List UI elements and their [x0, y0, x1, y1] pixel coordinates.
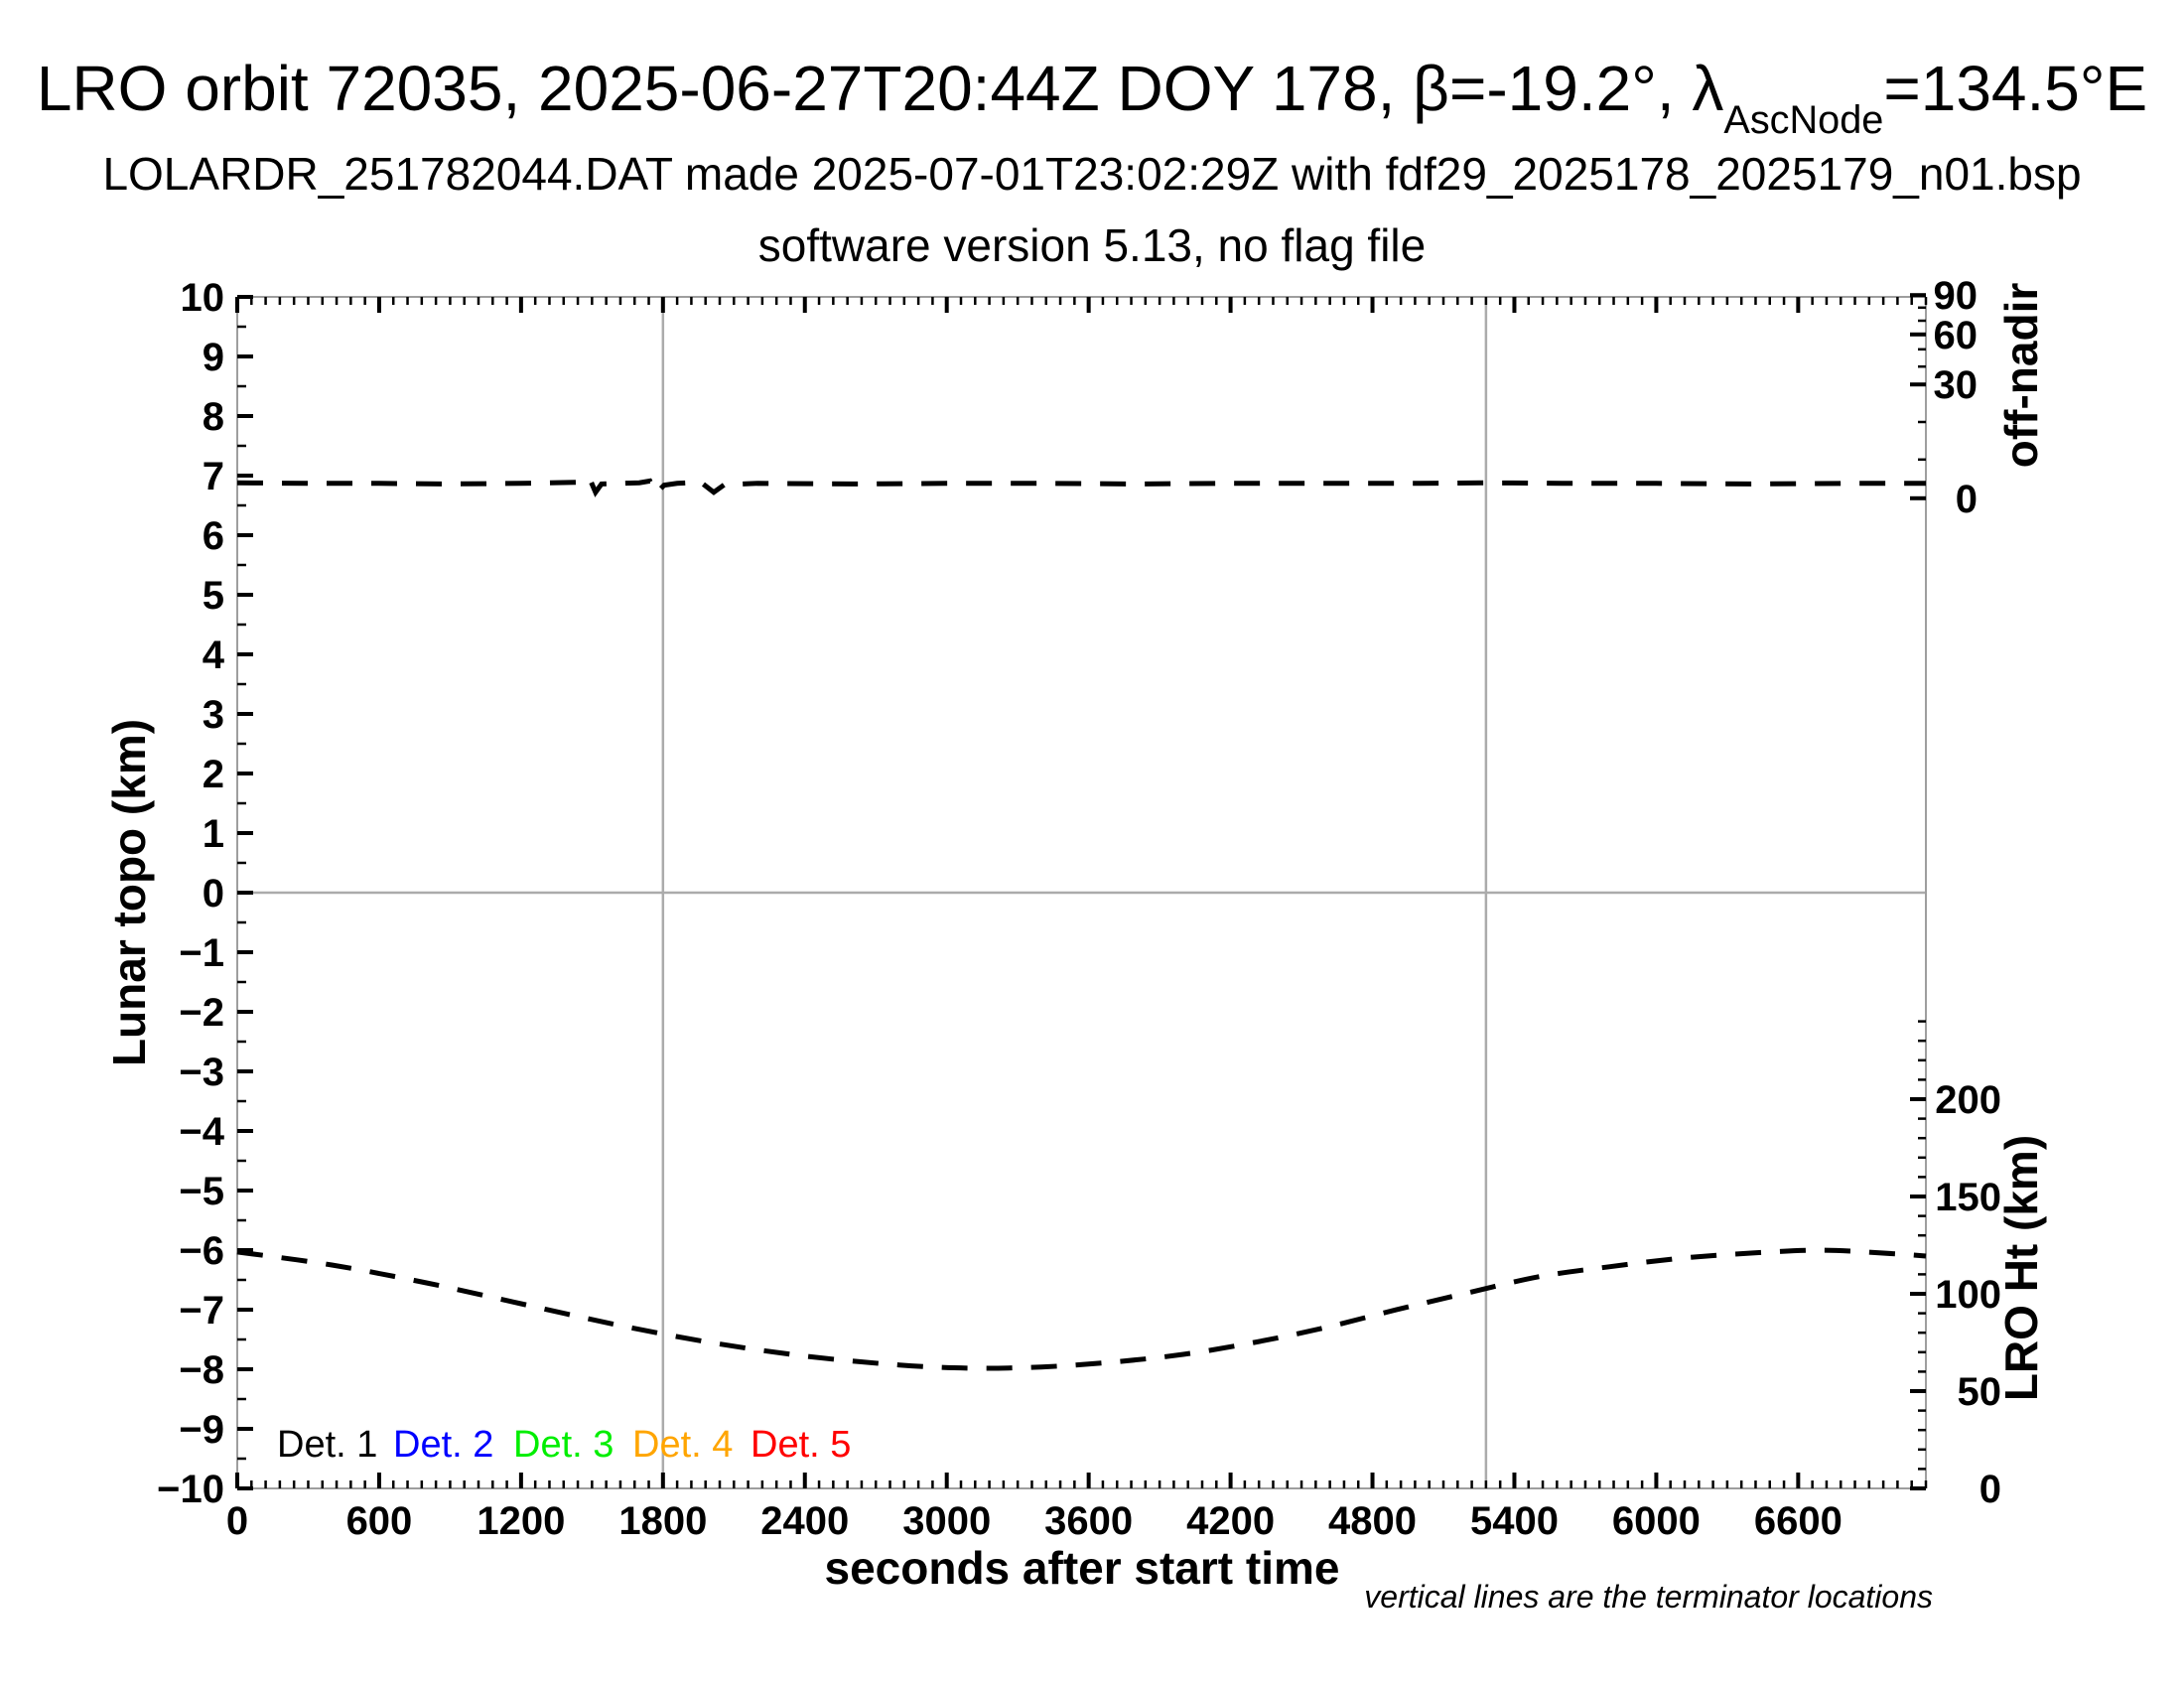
y-axis-title-lro-ht: LRO Ht (km)	[1995, 1134, 2047, 1402]
x-tick-label-5400: 5400	[1470, 1499, 1559, 1543]
left-tick-label--4: −4	[179, 1110, 224, 1154]
left-tick-label-2: 2	[203, 753, 224, 796]
x-tick-label-4200: 4200	[1186, 1499, 1275, 1543]
x-tick-label-600: 600	[346, 1499, 413, 1543]
left-tick-label-6: 6	[203, 514, 224, 558]
left-tick-label--9: −9	[179, 1408, 224, 1452]
left-tick-label-7: 7	[203, 455, 224, 498]
left-tick-label-10: 10	[181, 276, 225, 320]
x-axis-title: seconds after start time	[824, 1542, 1340, 1594]
left-tick-label-9: 9	[203, 336, 224, 379]
lroht-tick-label-50: 50	[1958, 1370, 2002, 1414]
left-tick-label-4: 4	[203, 633, 225, 677]
page-title: LRO orbit 72035, 2025-06-27T20:44Z DOY 1…	[36, 52, 2148, 142]
offnadir-tick-label-60: 60	[1934, 314, 1979, 357]
lroht-tick-label-100: 100	[1935, 1273, 2001, 1317]
series-curve-1-LRO-height	[236, 1247, 1927, 1371]
lroht-tick-label-0: 0	[1979, 1468, 2001, 1511]
left-tick-label-5: 5	[203, 574, 224, 618]
offnadir-tick-label-90: 90	[1934, 274, 1979, 318]
legend-item-det1: Det. 1	[277, 1424, 378, 1466]
x-tick-label-6000: 6000	[1612, 1499, 1701, 1543]
legend-item-det3: Det. 3	[513, 1424, 614, 1466]
left-tick-label--7: −7	[179, 1289, 224, 1333]
x-tick-label-3000: 3000	[902, 1499, 991, 1543]
left-tick-label--5: −5	[179, 1170, 224, 1213]
subtitle-file-line: LOLARDR_251782044.DAT made 2025-07-01T23…	[102, 148, 2082, 200]
y-axis-title-off-nadir: off-nadir	[1995, 282, 2047, 469]
series-curve-0-off-nadir-angle	[236, 475, 1926, 497]
left-tick-label--3: −3	[179, 1051, 224, 1094]
left-tick-label--8: −8	[179, 1348, 224, 1392]
x-tick-label-1200: 1200	[477, 1499, 565, 1543]
legend-item-det4: Det. 4	[632, 1424, 734, 1466]
left-tick-label--6: −6	[179, 1229, 224, 1273]
legend-item-det5: Det. 5	[751, 1424, 852, 1466]
offnadir-tick-label-0: 0	[1956, 478, 1978, 521]
x-tick-label-0: 0	[226, 1499, 248, 1543]
terminator-footnote: vertical lines are the terminator locati…	[1364, 1579, 1933, 1615]
left-tick-label-0: 0	[203, 872, 224, 915]
left-tick-label-8: 8	[203, 395, 224, 439]
legend-item-det2: Det. 2	[393, 1424, 494, 1466]
left-tick-label-3: 3	[203, 693, 224, 737]
x-tick-label-6600: 6600	[1754, 1499, 1843, 1543]
y-axis-title-lunar-topo: Lunar topo (km)	[103, 718, 155, 1067]
subtitle-version-line: software version 5.13, no flag file	[757, 219, 1427, 271]
x-tick-label-1800: 1800	[618, 1499, 707, 1543]
left-tick-label--10: −10	[157, 1468, 224, 1511]
offnadir-tick-label-30: 30	[1934, 363, 1979, 407]
title-subscript: AscNode	[1723, 97, 1884, 142]
x-tick-label-2400: 2400	[760, 1499, 849, 1543]
left-tick-label-1: 1	[203, 812, 224, 856]
x-tick-label-3600: 3600	[1044, 1499, 1133, 1543]
title-after-subscript: =134.5°E	[1883, 53, 2148, 124]
lroht-tick-label-150: 150	[1935, 1176, 2001, 1219]
x-tick-label-4800: 4800	[1328, 1499, 1417, 1543]
left-tick-label--1: −1	[179, 931, 224, 975]
lroht-tick-label-200: 200	[1935, 1078, 2001, 1122]
left-tick-label--2: −2	[179, 991, 224, 1035]
title-main: LRO orbit 72035, 2025-06-27T20:44Z DOY 1…	[36, 53, 1724, 124]
